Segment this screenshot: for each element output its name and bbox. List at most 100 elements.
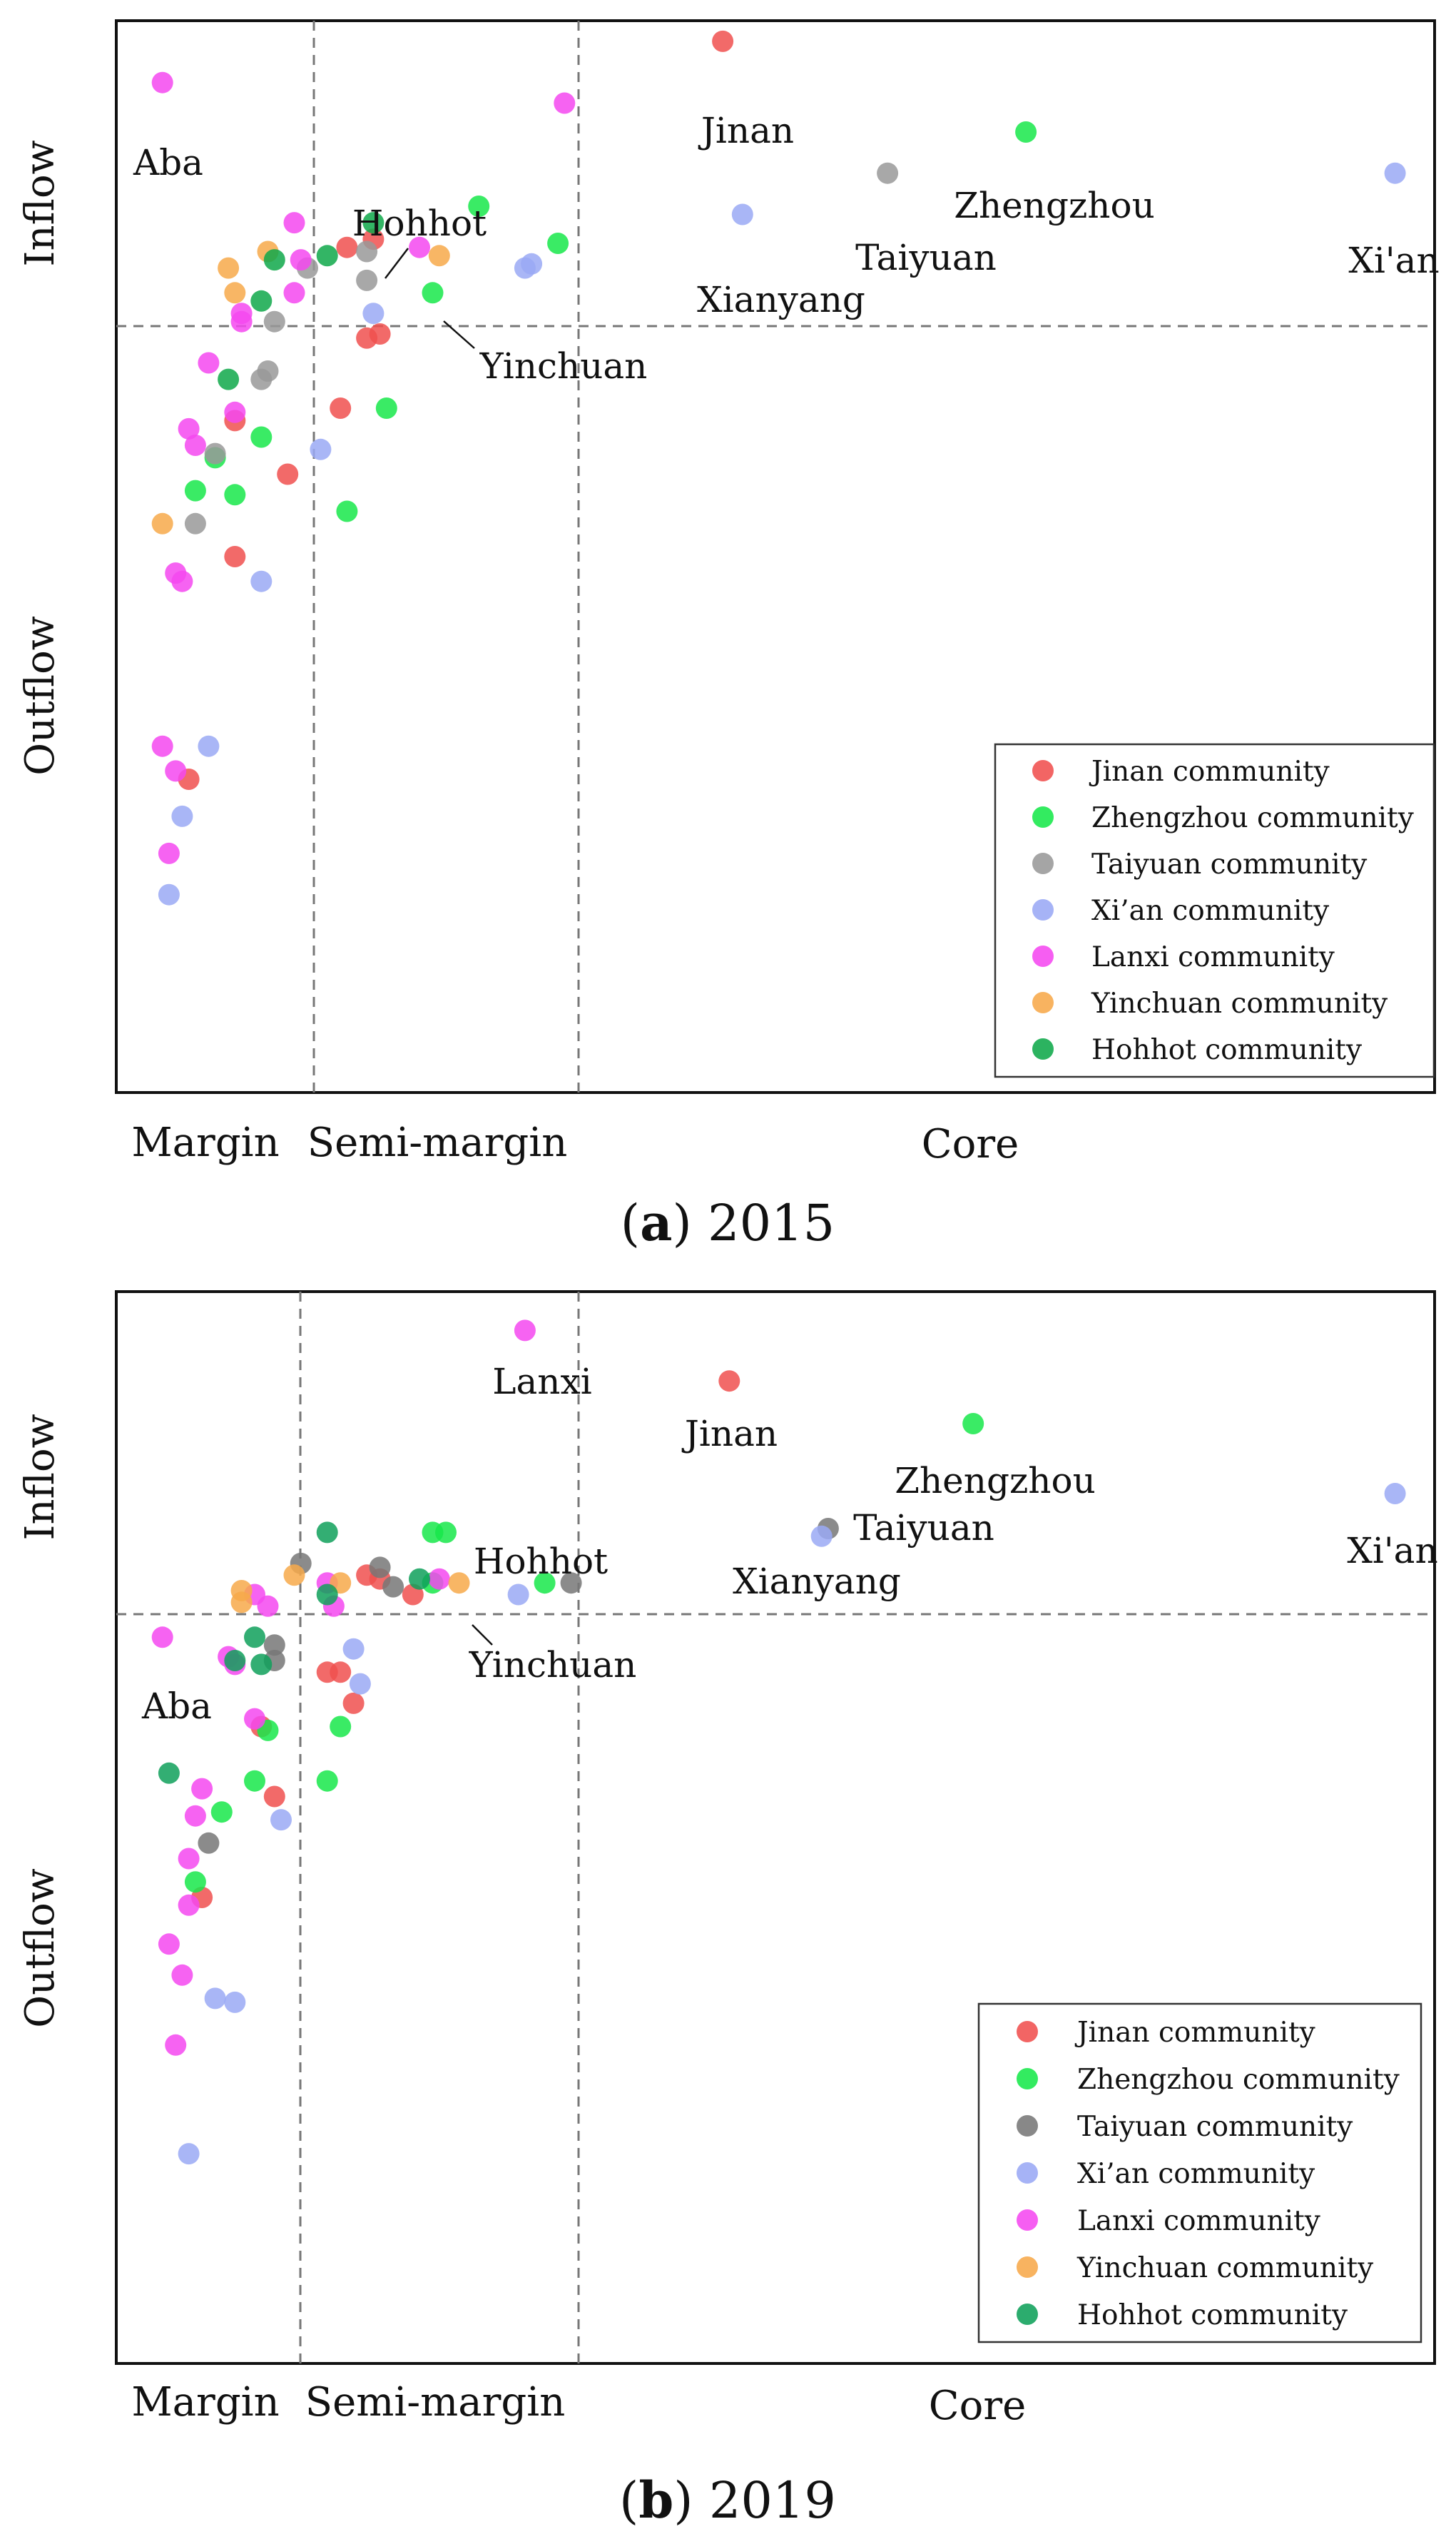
panel-a-point-taiyuan-community-7: [204, 442, 226, 465]
panel-a-point-lanxi-community-7: [230, 310, 253, 333]
panel-b-legend-label-yinchuan: Yinchuan community: [1076, 2252, 1373, 2284]
panel-b-label-hohhot: Hohhot: [474, 1541, 608, 1582]
panel-a-point-taiyuan-community-2: [356, 269, 378, 291]
panel-b-legend-swatch-yinchuan: [1017, 2256, 1038, 2278]
panel-a-point-zhengzhou-community-1: [468, 196, 490, 217]
panel-b-xlabel-core: Core: [929, 2383, 1026, 2429]
panel-a-label-xian: Xi'an: [1348, 240, 1439, 281]
panel-a: Jinan Zhengzhou Taiyuan Xi'an Xianyang A…: [17, 19, 1440, 1252]
panel-a-point-lanxi-community-4: [409, 236, 430, 258]
panel-a-point-yinchuan-community-2: [218, 257, 240, 279]
panel-a-frame: [115, 19, 1436, 1094]
panel-a-point-jinan-community-4: [369, 323, 391, 345]
panel-b-legend-label-lanxi: Lanxi community: [1077, 2205, 1320, 2237]
panel-b-label-yinchuan: Yinchuan: [469, 1644, 637, 1686]
panel-a-point-lanxi-community-14: [151, 735, 173, 757]
panel-a-caption: (a) 2015: [621, 1193, 835, 1252]
panel-a-point-lanxi-community-8: [198, 352, 220, 374]
panel-b-point-zhengzhou-community-4: [534, 1572, 556, 1594]
panel-b-point-lanxi-community-1: [151, 1626, 173, 1648]
panel-a-legend-label-yinchuan: Yinchuan community: [1091, 988, 1388, 1020]
panel-a-hohhot-leader: [385, 248, 409, 279]
panel-a-point-yinchuan-community-3: [224, 282, 246, 304]
panel-b-point-lanxi-community-15: [171, 1964, 193, 1986]
panel-a-point-xi-an-community-8: [171, 805, 193, 827]
panel-b-caption: (b) 2019: [619, 2470, 836, 2530]
panel-a-point-taiyuan-community-1: [356, 240, 378, 263]
panel-b-point-hohhot-community-5: [250, 1653, 273, 1676]
panel-b-point-hohhot-community-1: [409, 1568, 430, 1590]
panel-b-point-yinchuan-community-4: [230, 1591, 253, 1613]
panel-b: Jinan Zhengzhou Taiyuan Xi'an Xianyang L…: [17, 1290, 1438, 2530]
panel-a-legend-label-lanxi: Lanxi community: [1091, 941, 1335, 973]
panel-a-legend-label-hohhot: Hohhot community: [1091, 1034, 1362, 1066]
panel-b-point-lanxi-community-9: [244, 1708, 265, 1730]
panel-a-point-zhengzhou-community-7: [184, 480, 206, 502]
panel-b-point-hohhot-community-6: [158, 1762, 180, 1784]
panel-b-legend-swatch-hohhot: [1017, 2304, 1038, 2325]
panel-a-point-yinchuan-community-0: [428, 245, 450, 267]
panel-a-point-yinchuan-community-4: [151, 512, 173, 534]
panel-a-point-taiyuan-community-8: [184, 512, 206, 534]
panel-b-point-zhengzhou-community-6: [330, 1716, 352, 1738]
panel-a-point-lanxi-community-9: [224, 401, 246, 423]
panel-a-legend-swatch-lanxi: [1032, 946, 1054, 967]
panel-b-legend-swatch-zhengzhou: [1017, 2068, 1038, 2089]
panel-a-point-zhengzhou-community-8: [224, 484, 246, 506]
panel-b-caption-letter: b: [638, 2470, 673, 2530]
panel-b-label-xian: Xi'an: [1347, 1530, 1437, 1571]
panel-b-point-xi-an-community-1: [810, 1525, 833, 1547]
panel-b-point-taiyuan-community-4: [382, 1576, 404, 1598]
panel-a-point-hohhot-community-1: [263, 249, 285, 271]
panel-b-point-lanxi-community-0: [514, 1319, 536, 1342]
panel-a-label-aba: Aba: [133, 142, 203, 183]
panel-a-point-lanxi-community-13: [171, 570, 193, 592]
panel-a-caption-year: 2015: [708, 1194, 835, 1252]
panel-b-legend-swatch-lanxi: [1017, 2209, 1038, 2231]
panel-a-point-xi-an-community-7: [198, 735, 220, 757]
panel-b-points: [151, 1319, 1406, 2165]
panel-a-legend-swatch-yinchuan: [1032, 992, 1054, 1013]
panel-a-point-jinan-community-1: [336, 236, 358, 258]
panel-b-frame: [115, 1290, 1436, 2365]
panel-b-point-xi-an-community-6: [204, 1987, 226, 2010]
panel-a-label-xianyang: Xianyang: [697, 279, 865, 320]
panel-a-point-lanxi-community-16: [158, 842, 180, 864]
panel-b-point-jinan-community-8: [263, 1785, 285, 1808]
panel-b-legend-swatch-jinan: [1017, 2021, 1038, 2042]
panel-a-point-lanxi-community-11: [184, 435, 206, 456]
panel-a-ylabel-inflow: Inflow: [17, 140, 63, 266]
panel-b-point-lanxi-community-14: [158, 1933, 180, 1955]
panel-b-point-zhengzhou-community-2: [435, 1521, 457, 1544]
panel-a-ylabel-outflow: Outflow: [17, 616, 63, 776]
panel-b-point-taiyuan-community-1: [560, 1572, 582, 1594]
panel-a-xlabel-margin: Margin: [131, 1120, 279, 1166]
panel-a-legend-box: [994, 743, 1435, 1078]
panel-a-legend-label-zhengzhou: Zhengzhou community: [1091, 802, 1414, 834]
panel-b-point-jinan-community-5: [330, 1661, 352, 1683]
panel-a-point-jinan-community-7: [277, 463, 299, 485]
panel-b-legend-box: [977, 2002, 1422, 2343]
panel-b-point-zhengzhou-community-7: [244, 1770, 265, 1792]
panel-b-point-lanxi-community-13: [178, 1894, 200, 1916]
panel-b-point-xi-an-community-8: [178, 2143, 200, 2165]
panel-a-point-lanxi-community-3: [290, 249, 312, 271]
panel-b-point-xi-an-community-0: [1384, 1483, 1406, 1504]
panel-b-caption-year: 2019: [709, 2471, 836, 2530]
panel-a-point-jinan-community-8: [224, 546, 246, 567]
panel-b-point-lanxi-community-16: [165, 2034, 187, 2056]
panel-a-legend-label-taiyuan: Taiyuan community: [1091, 848, 1367, 881]
panel-a-point-hohhot-community-3: [250, 290, 273, 312]
panel-a-legend-swatch-hohhot: [1032, 1038, 1054, 1060]
panel-b-point-jinan-community-0: [718, 1370, 740, 1392]
panel-b-point-hohhot-community-3: [244, 1626, 265, 1648]
panel-a-point-lanxi-community-10: [178, 417, 200, 440]
panel-a-point-zhengzhou-community-0: [1015, 121, 1037, 143]
panel-b-point-yinchuan-community-0: [448, 1572, 470, 1594]
panel-a-point-hohhot-community-2: [316, 245, 338, 267]
panel-b-label-zhengzhou: Zhengzhou: [895, 1460, 1096, 1501]
panel-a-point-xi-an-community-9: [158, 883, 180, 906]
panel-a-legend: Jinan community Zhengzhou community Taiy…: [994, 743, 1435, 1078]
panel-a-label-yinchuan: Yinchuan: [479, 345, 648, 387]
